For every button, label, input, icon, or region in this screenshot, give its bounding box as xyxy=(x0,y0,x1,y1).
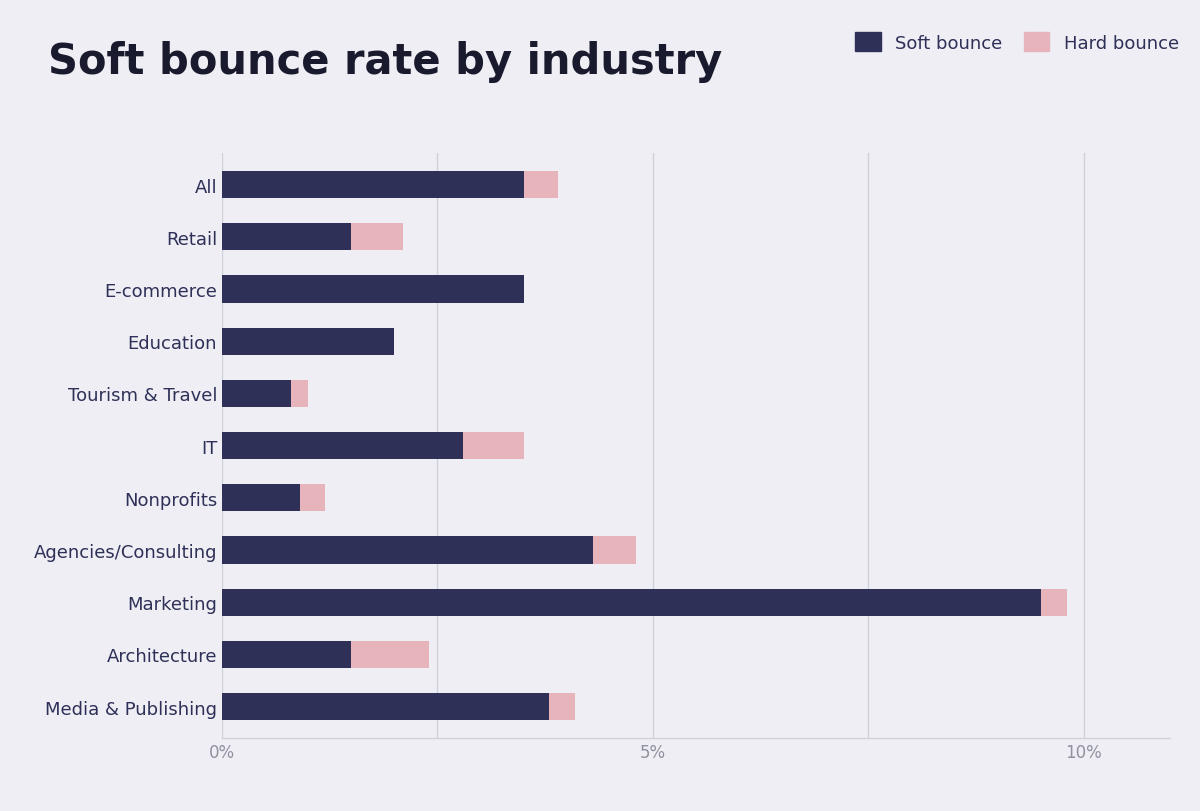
Bar xyxy=(523,172,558,199)
Bar xyxy=(300,485,325,512)
Bar xyxy=(222,589,1040,616)
Bar xyxy=(222,276,523,303)
Bar xyxy=(222,537,593,564)
Bar xyxy=(463,432,523,460)
Legend: Soft bounce, Hard bounce: Soft bounce, Hard bounce xyxy=(856,33,1178,53)
Bar xyxy=(222,172,523,199)
Bar xyxy=(222,328,395,355)
Bar xyxy=(1040,589,1067,616)
Bar xyxy=(222,641,352,668)
Bar xyxy=(352,641,428,668)
Bar xyxy=(222,693,550,720)
Bar xyxy=(593,537,636,564)
Text: Soft bounce rate by industry: Soft bounce rate by industry xyxy=(48,41,722,83)
Bar xyxy=(352,224,403,251)
Bar xyxy=(222,432,463,460)
Bar xyxy=(222,380,290,407)
Bar xyxy=(290,380,308,407)
Bar xyxy=(222,224,352,251)
Bar xyxy=(222,485,300,512)
Bar xyxy=(550,693,575,720)
